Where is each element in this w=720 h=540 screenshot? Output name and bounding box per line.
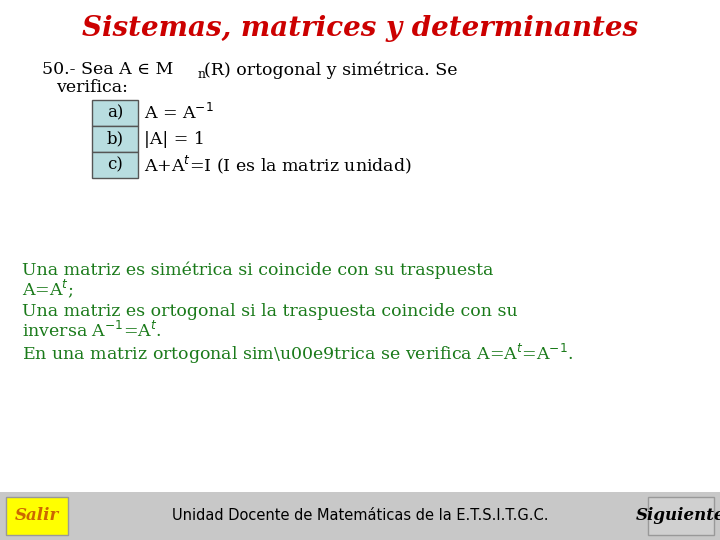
Text: verifica:: verifica: <box>56 79 128 97</box>
FancyBboxPatch shape <box>92 100 138 126</box>
Text: 50.- Sea A ∈ M: 50.- Sea A ∈ M <box>42 62 174 78</box>
Text: Siguiente: Siguiente <box>636 508 720 524</box>
Text: a): a) <box>107 105 123 122</box>
Text: inversa A$^{-1}$=A$^{t}$.: inversa A$^{-1}$=A$^{t}$. <box>22 321 161 341</box>
Text: En una matriz ortogonal sim\u00e9trica se verifica A=A$^{t}$=A$^{-1}$.: En una matriz ortogonal sim\u00e9trica s… <box>22 342 573 366</box>
FancyBboxPatch shape <box>92 152 138 178</box>
Text: Salir: Salir <box>15 508 59 524</box>
Text: Una matriz es ortogonal si la traspuesta coincide con su: Una matriz es ortogonal si la traspuesta… <box>22 303 518 321</box>
FancyBboxPatch shape <box>648 497 714 535</box>
Text: A+A$^{t}$=I (I es la matriz unidad): A+A$^{t}$=I (I es la matriz unidad) <box>144 154 412 176</box>
Text: |A| = 1: |A| = 1 <box>144 131 205 147</box>
Text: (R) ortogonal y simétrica. Se: (R) ortogonal y simétrica. Se <box>204 61 457 79</box>
Bar <box>0 492 720 540</box>
Text: n: n <box>198 68 206 80</box>
Text: b): b) <box>107 131 124 147</box>
Text: A=A$^{t}$;: A=A$^{t}$; <box>22 278 73 300</box>
FancyBboxPatch shape <box>6 497 68 535</box>
Text: Una matriz es simétrica si coincide con su traspuesta: Una matriz es simétrica si coincide con … <box>22 261 493 279</box>
Text: A = A$^{-1}$: A = A$^{-1}$ <box>144 103 214 123</box>
Text: Sistemas, matrices y determinantes: Sistemas, matrices y determinantes <box>82 15 638 42</box>
FancyBboxPatch shape <box>92 126 138 152</box>
Text: c): c) <box>107 157 123 173</box>
Text: Unidad Docente de Matemáticas de la E.T.S.I.T.G.C.: Unidad Docente de Matemáticas de la E.T.… <box>172 509 548 523</box>
